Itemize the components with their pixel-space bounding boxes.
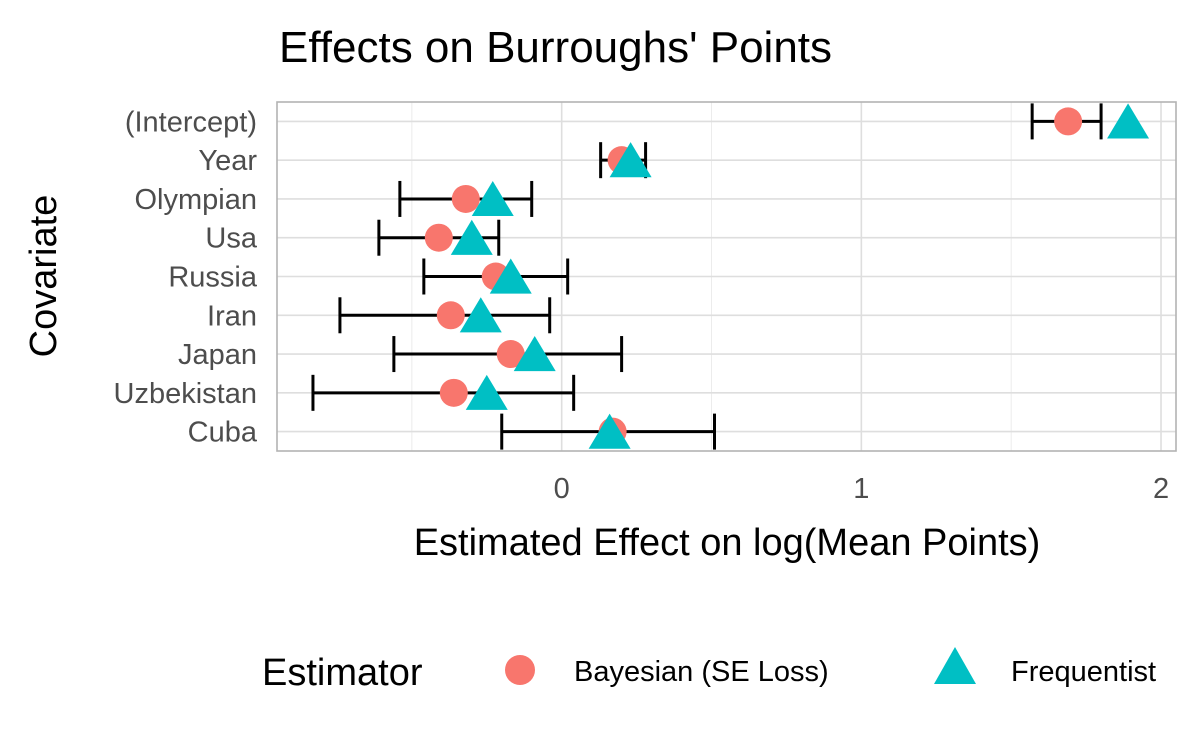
legend-title: Estimator bbox=[262, 652, 423, 694]
chart-title: Effects on Burroughs' Points bbox=[279, 23, 832, 72]
legend-label-bayesian: Bayesian (SE Loss) bbox=[574, 656, 829, 688]
y-tick-label: Uzbekistan bbox=[114, 378, 257, 410]
y-tick-label: Usa bbox=[205, 223, 257, 255]
y-tick-label: Year bbox=[198, 145, 257, 177]
point-frequentist bbox=[513, 336, 556, 372]
y-tick-label: Japan bbox=[178, 339, 257, 371]
y-tick-label: Cuba bbox=[188, 417, 258, 449]
plot-panel bbox=[276, 101, 1177, 452]
y-tick-label: Iran bbox=[207, 300, 257, 332]
point-bayesian bbox=[451, 184, 480, 213]
point-frequentist bbox=[1107, 103, 1150, 139]
point-bayesian bbox=[436, 301, 465, 330]
x-tick-labels: 0 1 2 bbox=[554, 473, 1169, 505]
legend-marker-frequentist bbox=[934, 647, 976, 684]
legend-marker-bayesian bbox=[505, 655, 535, 685]
y-axis-title: Covariate bbox=[23, 195, 65, 358]
x-tick-label: 1 bbox=[853, 473, 869, 505]
y-tick-label: Olympian bbox=[135, 184, 258, 216]
point-frequentist bbox=[450, 219, 493, 255]
data-marks bbox=[311, 103, 1150, 450]
point-frequentist bbox=[459, 297, 502, 333]
y-tick-label: (Intercept) bbox=[125, 106, 257, 138]
x-axis-title: Estimated Effect on log(Mean Points) bbox=[414, 522, 1041, 564]
x-tick-label: 2 bbox=[1153, 473, 1169, 505]
y-tick-label: Russia bbox=[168, 262, 258, 294]
point-bayesian bbox=[1054, 107, 1083, 136]
x-tick-label: 0 bbox=[554, 473, 570, 505]
point-bayesian bbox=[424, 223, 453, 252]
point-bayesian bbox=[496, 340, 525, 369]
point-frequentist bbox=[609, 142, 652, 178]
y-tick-labels: (Intercept) Year Olympian Usa Russia Iran Japa… bbox=[114, 106, 258, 448]
point-frequentist bbox=[489, 258, 532, 294]
point-frequentist bbox=[465, 374, 508, 410]
point-frequentist bbox=[471, 180, 514, 217]
grid bbox=[277, 102, 1176, 451]
legend: Estimator Bayesian (SE Loss) Frequentist bbox=[262, 647, 1156, 694]
point-frequentist bbox=[588, 413, 631, 449]
legend-label-frequentist: Frequentist bbox=[1011, 656, 1156, 688]
point-bayesian bbox=[439, 378, 468, 407]
